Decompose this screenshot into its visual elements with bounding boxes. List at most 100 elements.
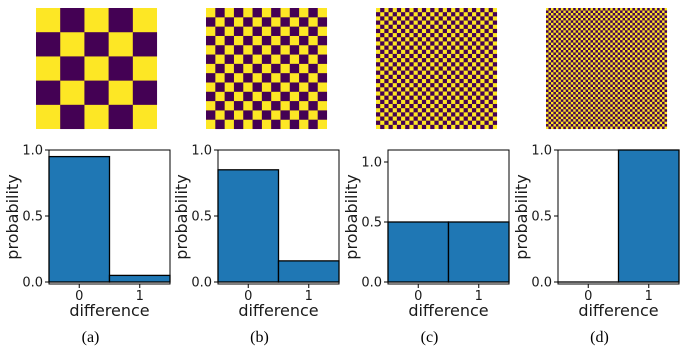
checkerboard-tile [592,8,596,11]
checkerboard-tile [600,114,603,117]
checkerboard-tile [484,53,489,59]
checkerboard-tile [438,116,443,121]
checkerboard-tile [634,54,638,58]
checkerboard-tile [471,8,477,13]
checkerboard-tile [492,95,498,100]
checkerboard-tile [639,20,643,23]
checkerboard-tile [622,47,626,51]
checkerboard-tile [442,112,447,117]
checkerboard-tile [430,99,435,105]
checkerboard-tile [553,106,556,110]
checkerboard-tile [583,101,586,105]
checkerboard-tile [607,62,611,65]
checkerboard-tile [417,45,422,50]
checkerboard-tile [602,37,606,41]
checkerboard-tile [560,10,564,13]
checkerboard-tile [560,25,564,28]
bar-0 [387,221,450,283]
checkerboard-tile [654,59,658,63]
checkerboard-tile [480,124,485,130]
checkerboard-tile [108,104,133,130]
checkerboard-tile [602,121,606,125]
checkerboard-tile [592,47,596,51]
checkerboard-tile [625,49,628,53]
checkerboard-tile [558,101,561,105]
checkerboard-tile [629,69,633,73]
checkerboard-tile [467,37,473,42]
checkerboard-tile [446,58,452,63]
checkerboard-tile [662,32,665,36]
checkerboard-tile [575,124,579,127]
checkerboard-tile [36,80,61,105]
checkerboard-tile [426,112,431,117]
checkerboard-tile [642,12,645,16]
checkerboard-tile [459,70,464,75]
checkerboard-tile [602,106,606,110]
checkerboard-tile [421,33,427,38]
checkerboard-tile [413,41,418,46]
checkerboard-tile [625,64,628,68]
checkerboard-tile [401,70,406,75]
checkerboard-tile [480,33,485,38]
checkerboard-tile [442,87,447,92]
checkerboard-tile [546,35,549,38]
checkerboard-tile [480,58,485,63]
checkerboard-tile [560,74,564,78]
checkerboard-tile [484,95,489,100]
checkerboard-tile [597,77,601,80]
checkerboard-tile [455,108,460,113]
checkerboard-tile [617,12,621,16]
checkerboard-tile [659,84,663,88]
checkerboard-tile [602,52,606,55]
checkerboard-tile [573,12,576,16]
checkerboard-tile [438,33,443,38]
checkerboard-tile [654,20,658,23]
checkerboard-tile [206,91,216,102]
checkerboard-tile [484,112,489,117]
checkerboard-tile [480,49,485,54]
checkerboard-tile [664,84,668,88]
checkerboard-tile [602,101,606,105]
checkerboard-tile [662,106,665,110]
checkerboard-tile [654,10,658,13]
checkerboard-tile [396,49,402,54]
checkerboard-tile [625,15,628,18]
checkerboard-tile [546,59,549,63]
checkerboard-tile [595,25,598,28]
checkerboard-tile [438,41,443,46]
checkerboard-tile [580,114,584,117]
checkerboard-tile [622,77,626,80]
x-axis-label: difference [408,301,488,320]
checkerboard-tile [632,111,635,115]
checkerboard-tile [550,124,554,127]
checkerboard-tile [607,126,611,130]
checkerboard-tile [548,22,551,26]
checkerboard-tile [620,64,623,68]
checkerboard-tile [396,83,402,88]
checkerboard-tile [622,106,626,110]
checkerboard-tile [206,17,216,27]
checkerboard-tile [396,66,402,71]
checkerboard-tile [426,45,431,50]
checkerboard-tile [592,72,596,75]
checkerboard-tile [546,89,549,93]
checkerboard-tile [583,37,586,41]
checkerboard-tile [417,28,422,34]
checkerboard-tile [610,104,613,107]
checkerboard-tile [639,15,643,18]
checkerboard-tile [659,59,663,63]
checkerboard-tile [637,27,640,31]
checkerboard-tile [451,12,456,17]
checkerboard-tile [233,82,244,92]
checkerboard-tile [587,121,591,125]
checkerboard-tile [629,104,633,107]
checkerboard-tile [451,28,456,34]
checkerboard-tile [405,91,410,96]
checkerboard-tile [612,17,616,21]
checkerboard-tile [629,89,633,93]
checkerboard-tile [662,87,665,90]
checkerboard-tile [426,70,431,75]
checkerboard-tile [471,124,477,130]
checkerboard-tile [622,96,626,100]
checkerboard-tile [565,69,569,73]
